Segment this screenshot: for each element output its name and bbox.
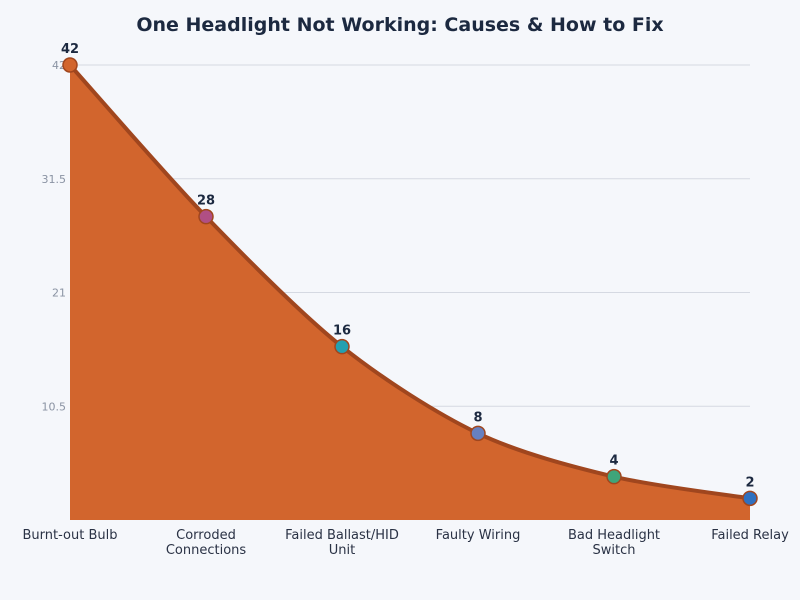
x-tick-label: Burnt-out Bulb: [23, 528, 118, 543]
x-tick-label: Bad Headlight Switch: [568, 528, 660, 558]
data-label: 16: [333, 324, 351, 339]
y-tick-label: 21: [52, 287, 66, 300]
data-point: [198, 208, 214, 225]
data-label: 42: [61, 42, 79, 57]
x-tick-label: Failed Ballast/HID Unit: [285, 528, 399, 558]
y-tick-label: 42: [52, 59, 66, 72]
chart-title: One Headlight Not Working: Causes & How …: [136, 14, 664, 36]
data-label: 8: [473, 410, 482, 425]
x-tick-label: Faulty Wiring: [436, 528, 521, 543]
data-label: 2: [745, 475, 754, 490]
data-label: 28: [197, 194, 215, 209]
y-tick-label: 31.5: [42, 173, 67, 186]
data-point: [334, 338, 350, 355]
data-point: [606, 468, 622, 485]
data-point: [470, 425, 486, 442]
data-point: [62, 57, 78, 73]
area-fill: [70, 65, 750, 520]
x-tick-label: Corroded Connections: [166, 528, 247, 558]
data-label: 4: [609, 454, 618, 469]
x-tick-label: Failed Relay: [711, 528, 789, 543]
data-point: [742, 490, 758, 507]
y-tick-label: 10.5: [42, 400, 67, 413]
